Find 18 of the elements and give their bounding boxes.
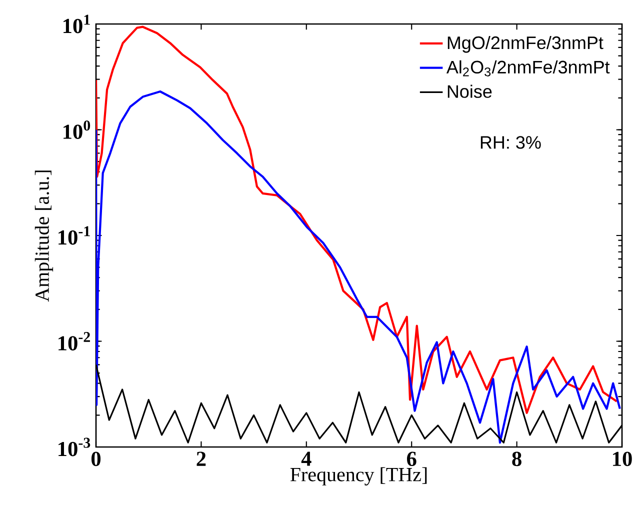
y-tick-label: 10$^{1}$ bbox=[64, 14, 90, 34]
x-tick-label: 6 bbox=[407, 452, 416, 466]
y-axis-title: Amplitude [a.u.] bbox=[34, 170, 54, 302]
legend-label: MgO/2nmFe/3nmPt bbox=[448, 36, 604, 53]
line-series bbox=[96, 26, 618, 414]
x-tick-label: 2 bbox=[196, 452, 206, 466]
y-tick-label: 10$^{-1}$ bbox=[58, 226, 90, 245]
x-tick-label: 10 bbox=[613, 452, 632, 466]
y-tick-label: 10$^{-2}$ bbox=[58, 332, 90, 350]
y-tick-label: 10$^{-3}$ bbox=[58, 438, 90, 456]
y-tick-label: 10$^{0}$ bbox=[64, 120, 90, 140]
annotation: RH: 3% bbox=[480, 136, 541, 149]
legend-label: Noise bbox=[448, 84, 492, 98]
x-tick-label: 8 bbox=[512, 452, 522, 466]
legend-label: Al$_{2}$O$_{3}$/2nmFe/3nmPt bbox=[446, 60, 610, 76]
x-tick-label: 0 bbox=[91, 452, 101, 466]
x-tick-label: 4 bbox=[301, 452, 312, 466]
x-axis-title: Frequency [THz] bbox=[290, 467, 427, 486]
